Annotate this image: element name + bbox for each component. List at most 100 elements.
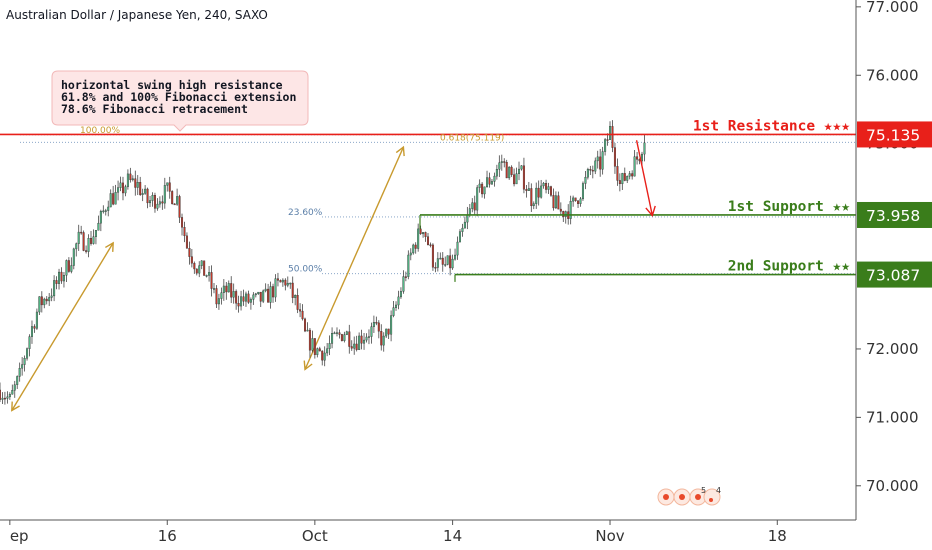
swing-line — [304, 146, 405, 370]
candle-body — [343, 334, 346, 341]
candle-body — [200, 260, 203, 266]
candle-body — [117, 187, 120, 193]
candle-body — [631, 173, 634, 177]
candle-body — [577, 200, 580, 204]
candle-body — [82, 232, 85, 251]
candle-body — [454, 254, 457, 260]
candle-body — [633, 156, 636, 177]
candle-body — [158, 201, 161, 205]
candle-body — [510, 166, 513, 175]
candle-body — [242, 296, 245, 302]
swing-arrow-head — [303, 360, 313, 371]
candle-body — [296, 295, 299, 310]
candle-body — [488, 177, 491, 185]
candle-body — [554, 195, 557, 209]
candle-body — [584, 176, 587, 184]
event-dot-icon — [703, 488, 721, 506]
candle-body — [537, 187, 540, 198]
candle-body — [449, 255, 452, 269]
candle-body — [503, 161, 506, 163]
candle-body — [299, 309, 302, 312]
price-tag-text-s1: 73.958 — [866, 207, 920, 225]
candle-body — [355, 343, 358, 350]
candle-body — [195, 268, 198, 274]
callout-line-3: 78.6% Fibonacci retracement — [61, 102, 248, 116]
candle-body — [131, 178, 134, 181]
candle-body — [146, 188, 149, 204]
candle-body — [90, 238, 93, 244]
candle-body — [446, 255, 449, 265]
candle-body — [124, 186, 127, 194]
candle-body — [230, 283, 233, 298]
candle-body — [527, 188, 530, 191]
candle-body — [372, 322, 375, 327]
resistance-1-label: 1st Resistance ★★★ — [693, 118, 850, 134]
callout-line-1: horizontal swing high resistance — [61, 78, 283, 92]
candle-body — [451, 258, 454, 269]
candle-body — [321, 350, 324, 361]
candle-body — [126, 173, 129, 187]
candle-body — [0, 389, 2, 400]
candle-body — [515, 173, 518, 185]
candle-body — [331, 333, 334, 344]
callout-line-2: 61.8% and 100% Fibonacci extension — [61, 90, 296, 104]
candle-body — [636, 156, 639, 160]
candle-body — [67, 260, 70, 272]
time-tick-label: 14 — [443, 527, 462, 545]
candle-body — [581, 183, 584, 200]
candle-body — [166, 182, 169, 186]
candle-body — [463, 221, 466, 229]
candle-body — [30, 326, 33, 337]
candle-body — [35, 311, 38, 329]
candle-body — [225, 285, 228, 293]
candle-body — [395, 304, 398, 308]
candle-body — [237, 303, 240, 307]
candle-body — [161, 201, 164, 204]
candle-body — [591, 169, 594, 172]
candle-body — [559, 208, 562, 212]
candle-body — [249, 299, 252, 303]
time-axis[interactable]: ep 16 Oct 14 Nov 18 — [0, 519, 856, 545]
candle-body — [532, 203, 535, 207]
candle-body — [311, 338, 314, 351]
candle-body — [171, 191, 174, 205]
candle-body — [471, 202, 474, 209]
projection-arrow-head — [645, 205, 656, 217]
candle-body — [572, 197, 575, 202]
candle-body — [441, 257, 444, 265]
candle-body — [65, 260, 68, 276]
candle-body — [267, 288, 270, 303]
candle-body — [151, 195, 154, 201]
candle-body — [429, 244, 432, 246]
candle-body — [21, 364, 24, 369]
annotation-callout[interactable]: horizontal swing high resistance 61.8% a… — [51, 70, 309, 132]
swing-arrow-head — [105, 241, 114, 252]
fib-label-236: 23.60% — [288, 208, 323, 218]
candle-body — [402, 276, 405, 292]
time-tick-label: 16 — [158, 527, 177, 545]
candle-body — [232, 291, 235, 298]
candle-body — [313, 338, 316, 355]
candle-body — [254, 293, 257, 296]
candle-body — [358, 335, 361, 350]
events-badge[interactable]: 5 4 — [657, 486, 721, 506]
candle-body — [641, 153, 644, 162]
candle-body — [360, 335, 363, 344]
candle-body — [276, 278, 279, 281]
candle-body — [481, 183, 484, 195]
candle-body — [252, 294, 255, 300]
candle-body — [183, 227, 186, 237]
candle-body — [38, 296, 41, 313]
candle-body — [513, 174, 516, 185]
projection-arrow — [635, 140, 654, 216]
candle-body — [257, 291, 260, 295]
candle-body — [434, 267, 437, 269]
candle-body — [594, 160, 597, 172]
candle-body — [92, 236, 95, 244]
fib-label-618: 0.618(75.119) — [440, 133, 504, 143]
candle-body — [547, 186, 550, 190]
swing-arrow-head — [395, 145, 405, 157]
candle-body — [316, 348, 319, 355]
